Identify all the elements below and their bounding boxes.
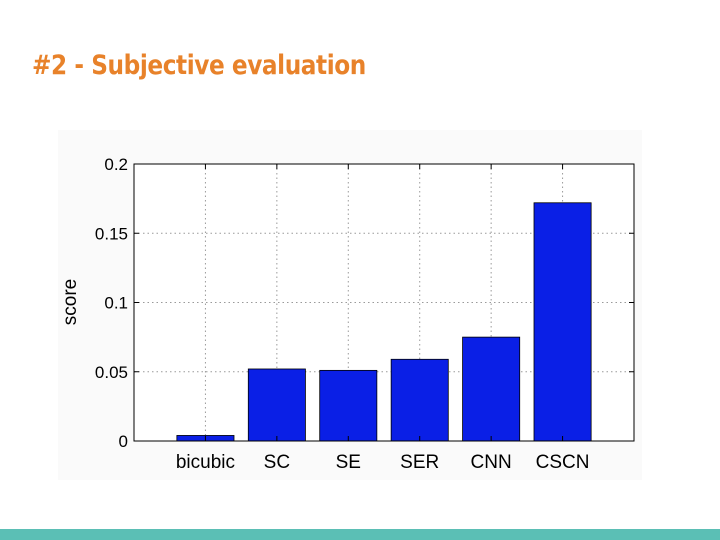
bar-cnn [462, 336, 521, 442]
y-tick-label: 0.2 [104, 155, 128, 174]
bar-cscn [533, 202, 592, 442]
y-tick-labels: 0 0.05 0.1 0.15 0.2 [95, 155, 128, 451]
bar-sc [247, 368, 306, 442]
x-tick-label: bicubic [176, 452, 235, 473]
bottom-accent-bar [0, 529, 720, 540]
x-tick-label: CSCN [536, 452, 590, 473]
chart-svg: 0 0.05 0.1 0.15 0.2 bicubic SC SE SER CNN CSCN sc… [60, 155, 635, 473]
y-tick-label: 0 [119, 432, 128, 451]
x-tick-label: SE [336, 452, 361, 473]
bars [176, 202, 592, 442]
y-tick-label: 0.15 [95, 224, 128, 243]
slide-title: #2 - Subjective evaluation [32, 50, 366, 81]
y-tick-label: 0.1 [104, 294, 128, 313]
bar-chart: 0 0.05 0.1 0.15 0.2 bicubic SC SE SER CNN CSCN sc… [58, 130, 642, 480]
y-axis-label: score [60, 279, 81, 325]
tick-marks [134, 163, 634, 442]
x-tick-label: CNN [471, 452, 512, 473]
x-tick-labels: bicubic SC SE SER CNN CSCN [176, 452, 590, 473]
bar-ser [390, 358, 449, 442]
y-tick-label: 0.05 [95, 363, 128, 382]
x-tick-label: SER [400, 452, 439, 473]
x-tick-label: SC [264, 452, 290, 473]
bar-se [319, 369, 378, 442]
